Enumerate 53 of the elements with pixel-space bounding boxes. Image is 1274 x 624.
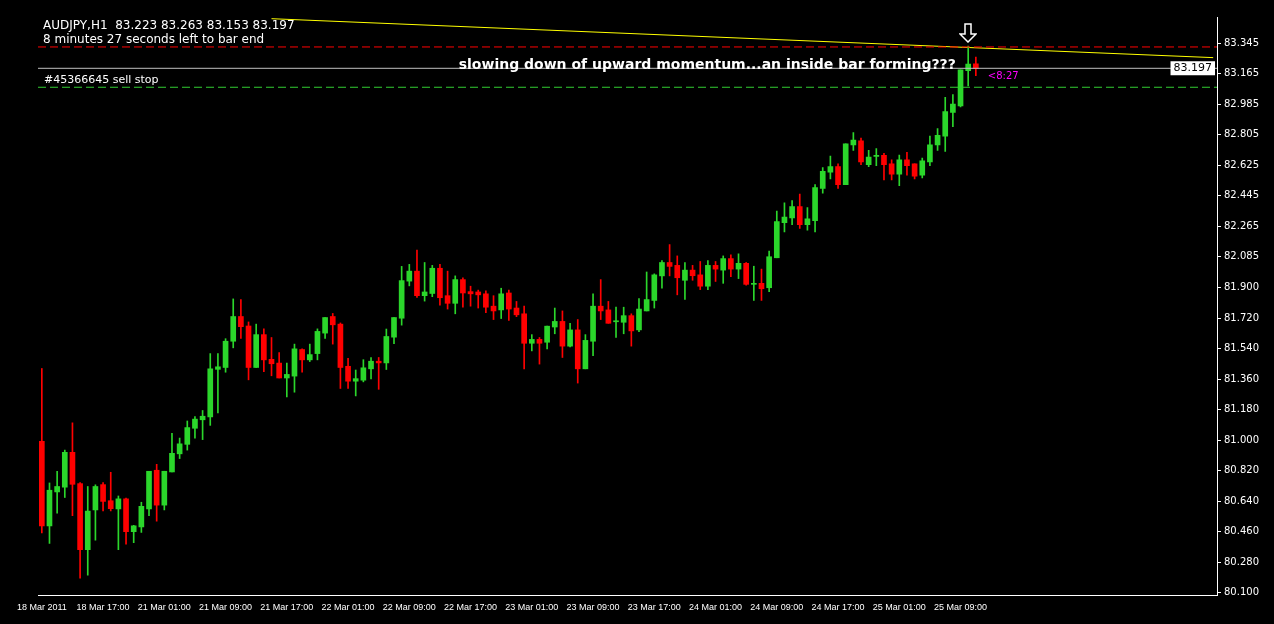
x-tick-label: 23 Mar 17:00 (627, 602, 681, 613)
y-tick-label: 82.805 (1224, 128, 1260, 140)
y-tick-label: 82.085 (1224, 250, 1260, 262)
x-tick-label: 18 Mar 17:00 (76, 602, 130, 613)
x-tick-label: 25 Mar 09:00 (934, 602, 988, 613)
x-tick-label: 25 Mar 01:00 (872, 602, 926, 613)
y-tick-label: 82.625 (1224, 158, 1260, 170)
y-tick-label: 80.640 (1224, 494, 1260, 506)
y-tick-label: 82.445 (1224, 189, 1260, 201)
candlestick (375, 357, 382, 390)
candlestick (873, 148, 880, 166)
y-tick-label: 82.265 (1224, 219, 1260, 231)
x-tick-label: 23 Mar 01:00 (505, 602, 559, 613)
candlestick (283, 362, 290, 398)
candlestick (54, 470, 60, 514)
annotation: <8:27 (987, 69, 1019, 81)
y-tick-label: 81.180 (1224, 403, 1260, 415)
y-tick-label: 80.460 (1224, 525, 1260, 537)
y-tick-label: 80.280 (1224, 555, 1260, 567)
candlestick (751, 265, 757, 301)
candlestick (475, 289, 482, 309)
y-tick-label: 82.985 (1224, 97, 1260, 109)
y-tick-label: 81.360 (1224, 372, 1260, 384)
x-tick-label: 22 Mar 17:00 (444, 602, 498, 613)
y-tick-label: 83.345 (1224, 36, 1260, 48)
annotation: slowing down of upward momentum...an inside bar forming??? (458, 55, 956, 72)
x-tick-label: 21 Mar 01:00 (137, 602, 191, 613)
x-tick-label: 18 Mar 2011 (16, 602, 67, 613)
candlestick (215, 353, 221, 414)
candlestick (551, 307, 558, 335)
x-tick-label: 24 Mar 09:00 (750, 602, 804, 613)
candlestick (597, 279, 604, 320)
y-tick-label: 83.165 (1224, 67, 1260, 79)
y-tick-label: 80.820 (1224, 464, 1260, 476)
y-tick-label: 81.540 (1224, 342, 1260, 354)
x-tick-label: 21 Mar 09:00 (199, 602, 253, 613)
x-tick-label: 24 Mar 01:00 (689, 602, 743, 613)
x-tick-label: 22 Mar 01:00 (321, 602, 375, 613)
x-tick-label: 21 Mar 17:00 (260, 602, 314, 613)
x-tick-label: 22 Mar 09:00 (382, 602, 436, 613)
y-tick-label: 81.900 (1224, 281, 1260, 293)
ref-line-label: #45366645 sell stop (44, 72, 159, 86)
x-tick-label: 24 Mar 17:00 (811, 602, 865, 613)
y-tick-label: 81.720 (1224, 311, 1260, 323)
text: 8 minutes 27 seconds left to bar end (43, 32, 265, 47)
candlestick (352, 369, 359, 397)
candlestick (107, 471, 114, 512)
ref-line-label: 83.197 (1173, 61, 1213, 75)
chart-title: AUDJPY,H1 83.223 83.263 83.153 83.197 (43, 18, 295, 33)
candlestick (613, 306, 619, 338)
y-tick-label: 81.000 (1224, 433, 1260, 445)
y-tick-label: 80.100 (1224, 586, 1260, 598)
x-tick-label: 23 Mar 09:00 (566, 602, 620, 613)
